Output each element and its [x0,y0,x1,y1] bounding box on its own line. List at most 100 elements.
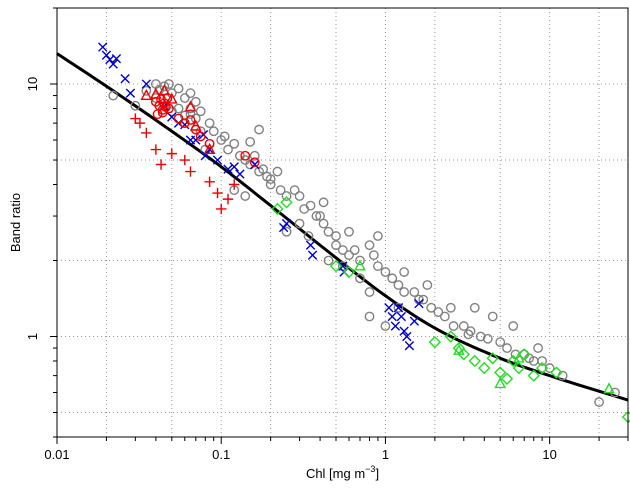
data-point-circle [204,118,215,129]
data-point-cross [108,59,118,69]
data-point-cross [307,250,318,260]
data-point-cross [278,222,289,233]
data-point-circle [368,250,379,261]
data-point-plus [141,127,152,139]
data-point-cross [396,311,407,322]
data-point-circle [393,280,404,290]
data-point-diamond [280,196,293,209]
data-point-cross [191,135,201,145]
data-point-circle [245,136,256,147]
data-point-cross [305,240,316,250]
data-point-circle [130,100,141,111]
data-point-circle [331,231,341,241]
data-point-cross [404,340,415,351]
data-point-circle [152,109,163,120]
data-point-circle [399,267,410,277]
data-point-diamond [486,352,499,365]
data-point-triangle [494,377,507,389]
data-point-diamond [342,265,356,279]
data-point-circle [445,302,456,313]
data-point-cross [212,155,223,165]
data-point-circle [364,311,375,322]
data-point-circle [229,138,240,149]
data-point-circle [364,240,375,251]
data-point-circle [475,331,486,342]
data-point-circle [254,124,264,135]
x-tick-label: 0.01 [44,447,69,462]
data-point-circle [393,302,404,313]
data-point-circle [373,261,383,272]
data-point-cross [399,326,409,336]
data-point-circle [294,218,305,229]
x-axis-label-superscript: −3 [365,464,375,474]
data-point-diamond [518,348,531,361]
data-point-circle [355,255,365,266]
data-point-circle [179,93,190,103]
data-point-circle [173,103,184,114]
data-point-circle [163,79,174,89]
data-point-circle [439,311,450,322]
data-point-plus [212,187,223,199]
data-point-circle [223,144,233,155]
data-point-triangle [184,100,197,112]
data-point-triangle [165,92,178,104]
data-point-circle [294,191,305,201]
data-point-diamond [444,330,457,343]
data-point-circle [418,294,429,305]
data-point-circle [195,126,206,137]
y-tick-label: 10 [25,77,40,91]
data-point-circle [315,211,325,221]
data-point-diamond [621,410,630,424]
data-point-cross [414,298,424,309]
data-point-circle [195,106,206,117]
data-point-diamond [478,361,491,375]
data-point-cross [125,88,136,98]
data-point-circle [190,113,201,124]
y-axis-label: Band ratio [8,193,23,252]
data-point-plus [216,203,227,215]
data-point-circle [281,226,292,237]
data-point-triangle [354,259,366,271]
data-point-cross [111,53,122,64]
plot-frame [56,7,629,438]
data-point-circle [179,118,190,129]
data-point-plus [222,193,234,205]
x-axis-label-main: Chl [mg m [306,466,365,481]
data-point-diamond [512,361,526,375]
data-point-circle [272,166,283,177]
y-tick-label: 1 [25,333,40,340]
data-point-circle [422,280,433,290]
data-point-cross [281,218,292,229]
data-point-circle [249,157,260,168]
data-point-diamond [457,348,470,361]
data-point-circle [355,273,365,284]
data-point-triangle [140,88,153,100]
data-point-plus [229,179,240,190]
data-point-circle [344,226,354,237]
data-point-plus [130,113,141,124]
x-axis-label: Chl [mg m−3] [306,464,379,481]
data-point-circle [448,321,459,331]
data-point-circle [469,302,480,313]
data-point-triangle [513,351,525,363]
data-point-triangle [158,84,171,96]
data-point-circle [157,107,168,118]
data-point-plus [150,144,162,155]
data-point-circle [544,363,555,373]
data-point-cross [223,164,233,174]
data-point-triangle [189,119,202,131]
data-point-circle [482,333,493,344]
data-point-cross [402,331,412,342]
data-point-cross [390,321,401,331]
data-point-circle [337,245,348,255]
data-point-circle [311,211,322,221]
data-point-circle [173,83,184,94]
data-point-circle [240,150,251,161]
data-point-circle [594,397,604,407]
x-tick-label: 1 [382,447,389,462]
data-point-cross [120,73,130,84]
data-point-circle [208,126,219,137]
data-point-circle [380,267,391,277]
data-point-circle [281,191,292,201]
